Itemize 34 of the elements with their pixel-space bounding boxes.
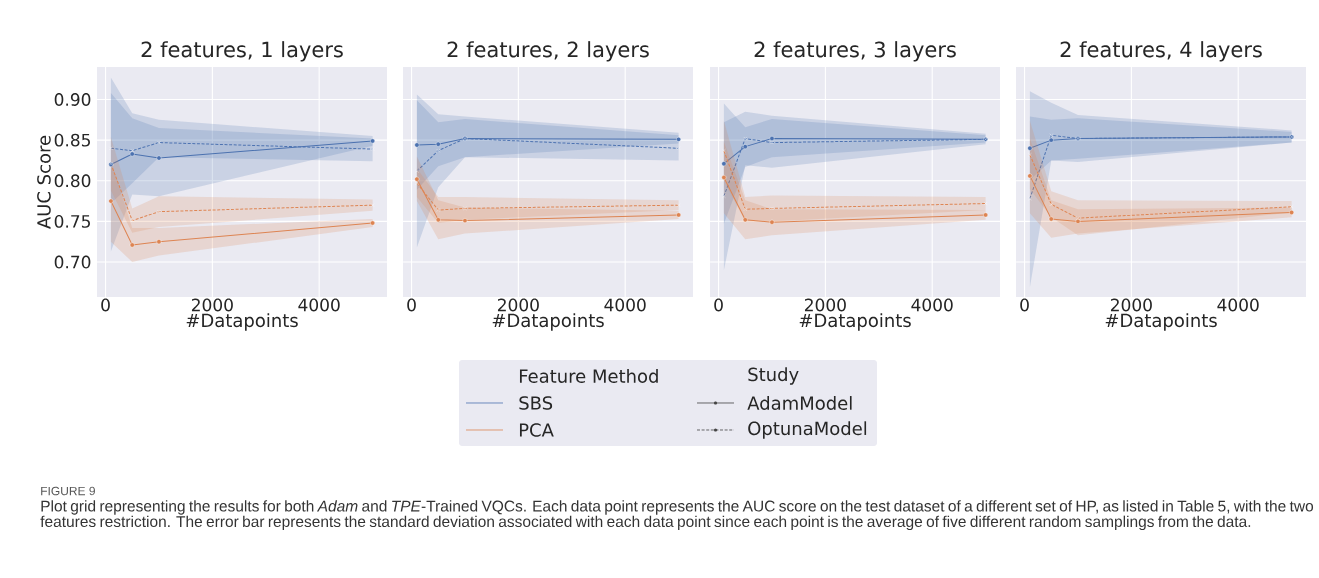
text: Feature Method	[519, 369, 658, 383]
text: Study	[748, 367, 799, 385]
y-tick-label: 0.85	[54, 133, 90, 147]
text: Plot grid representing the results for both Adam and TPE-Trained VQCs. Each data point represents the AUC score on the test dataset of a different set of HP, as listed in Table 5, with the two features restriction. The error bar represents the standard deviation associated with each data point since each point is the average of five different random samplings from the data.	[40, 500, 1314, 531]
legend-label: PCA	[519, 423, 554, 437]
x-tick-label: 4000	[604, 298, 646, 312]
y-tick-label: 0.75	[54, 214, 90, 228]
y-tick-label: 0.80	[54, 174, 91, 188]
legend-label: SBS	[519, 396, 553, 410]
x-tick-label: 0	[1020, 298, 1029, 312]
x-tick-label: 4000	[298, 298, 340, 312]
y-tick-label: 0.90	[54, 93, 91, 106]
x-tick-label: 2000	[804, 298, 846, 312]
x-axis-title: #Datapoints	[1105, 313, 1217, 331]
chart-title: 2 features, 3 layers	[754, 41, 956, 62]
caption: FIGURE 9	[41, 486, 95, 496]
chart-title: 2 features, 1 layers	[141, 41, 343, 62]
y-tick-label: 0.70	[54, 255, 91, 269]
chart-title: 2 features, 4 layers	[1060, 41, 1262, 62]
x-tick-label: 4000	[1217, 298, 1259, 312]
x-axis-title: #Datapoints	[186, 313, 298, 331]
x-tick-label: 0	[407, 298, 416, 312]
x-tick-label: 0	[714, 298, 723, 312]
y-axis-title: AUC Score	[37, 135, 51, 229]
legend-label: OptunaModel	[748, 421, 867, 439]
x-tick-label: 4000	[911, 298, 953, 312]
x-tick-label: 2000	[497, 298, 539, 312]
x-axis-title: #Datapoints	[492, 313, 604, 331]
x-tick-label: 0	[101, 298, 110, 312]
legend-label: AdamModel	[747, 396, 852, 410]
x-axis-title: #Datapoints	[799, 313, 911, 331]
x-tick-label: 2000	[191, 298, 233, 312]
x-tick-label: 2000	[1110, 298, 1152, 312]
chart-title: 2 features, 2 layers	[447, 41, 649, 62]
